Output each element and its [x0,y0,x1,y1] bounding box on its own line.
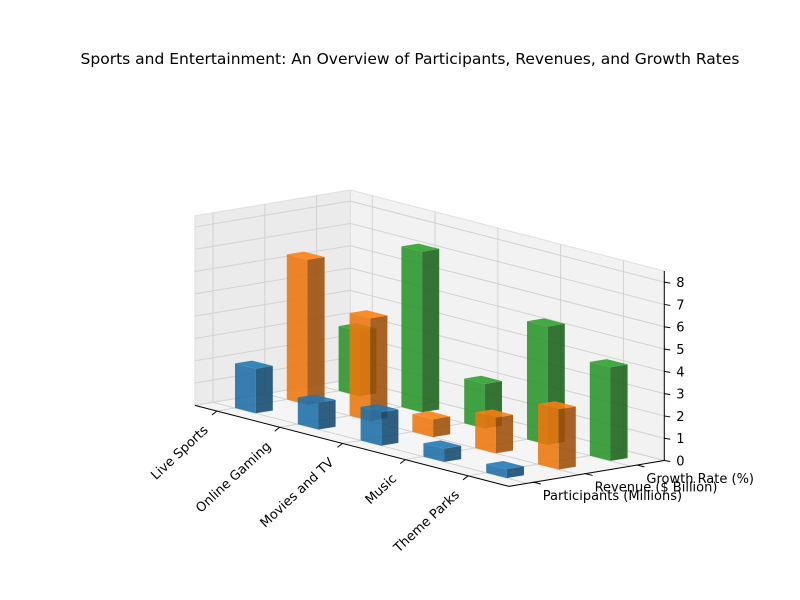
bar-side-face [370,315,388,421]
z-tick-mark [664,460,671,463]
grid-line-z [194,222,351,250]
z-tick-label: 6 [676,321,684,336]
bar-front-face [589,361,611,461]
chart-title: Sports and Entertainment: An Overview of… [81,50,740,68]
z-tick-label: 1 [676,432,684,447]
bar-top-face [527,318,565,327]
z-tick-mark [664,415,671,418]
z-tick-mark [664,303,671,306]
grid-line-z [350,222,665,305]
bar-top-face [349,310,388,319]
bar-top-face [235,360,273,369]
bar-front-face [297,397,319,430]
bar-front-face [475,412,496,454]
x-tick-mark [462,475,469,481]
bar-front-face [412,414,434,438]
z-tick-label: 4 [676,365,684,380]
bar-Revenue ($ Billion)-Theme Parks [538,401,576,470]
bar-top-face [464,375,502,384]
x-tick-mark [274,426,280,432]
bar-top-face [486,461,524,470]
x-tick-mark [399,459,406,465]
bar-Revenue ($ Billion)-Live Sports [286,251,325,405]
z-tick-label: 8 [676,276,684,291]
grid-line-y [212,401,528,484]
z-tick-mark [664,370,671,373]
bar-Participants (Millions)-Online Gaming [297,394,336,430]
bar-side-face [307,257,325,405]
grid-line-z [350,200,665,283]
bar-Growth Rate (%)-Online Gaming [401,243,440,413]
bar-top-face [412,411,451,420]
bar-side-face [444,445,462,462]
x-tick-label: Theme Parks [391,488,463,557]
y-tick-label: Participants (Millions) [543,489,682,504]
z-tick-mark [664,281,671,284]
bar-side-face [255,365,273,414]
y-tick-mark [584,472,593,476]
x-tick-mark [211,410,218,416]
z-tick-label: 2 [676,410,684,425]
bar-side-face [318,399,336,430]
bar-top-face [475,409,513,418]
bar-top-face [286,251,325,260]
bar-front-face [401,246,423,413]
bar-top-face [360,404,399,413]
x-tick-mark [337,443,343,448]
bar-front-face [486,463,507,479]
bar-Revenue ($ Billion)-Movies and TV [412,411,451,438]
bar-side-face [610,364,628,461]
bar-front-face [235,363,256,414]
y-tick-mark [532,481,541,485]
bar-side-face [381,409,399,446]
grid-line-z [194,200,351,228]
z-tick-label: 7 [676,298,684,313]
bar-Revenue ($ Billion)-Online Gaming [349,310,388,421]
bar-front-face [286,254,308,405]
z-tick-mark [664,393,671,396]
bar-Participants (Millions)-Movies and TV [360,404,399,446]
bar-side-face [506,466,524,479]
bar-top-face [297,394,336,403]
bar-top-face [423,440,462,449]
bar-front-face [538,404,559,470]
y-tick-mark [636,464,645,468]
z-tick-label: 0 [676,455,684,470]
x-axis-line [194,404,510,487]
z-tick-mark [664,326,671,329]
bar-side-face [422,248,440,413]
bar-Growth Rate (%)-Theme Parks [589,359,628,461]
bar-side-face [433,416,451,438]
grid-line-z [194,245,351,273]
bar-Participants (Millions)-Theme Parks [486,461,524,479]
bar-side-face [495,414,513,454]
z-tick-mark [664,437,671,440]
z-tick-mark [664,348,671,351]
x-tick-label: Movies and TV [258,455,338,531]
bar-front-face [423,443,445,462]
bar-top-face [401,243,440,252]
bar-Participants (Millions)-Music [423,440,462,462]
x-tick-label: Online Gaming [193,439,274,516]
x-tick-label: Music [363,472,400,508]
y-tick-label: Growth Rate (%) [646,472,754,487]
bar-Revenue ($ Billion)-Music [475,409,513,454]
y-tick-label: Revenue ($ Billion) [595,480,718,495]
bar-front-face [360,406,382,446]
bar-top-face [538,401,576,410]
bar-top-face [589,359,628,368]
bar-side-face [558,406,576,470]
z-tick-label: 3 [676,388,684,403]
x-tick-label: Live Sports [148,423,211,483]
z-tick-label: 5 [676,343,684,358]
bars [235,243,628,479]
bar-Participants (Millions)-Live Sports [235,360,273,414]
bar-front-face [349,313,371,421]
